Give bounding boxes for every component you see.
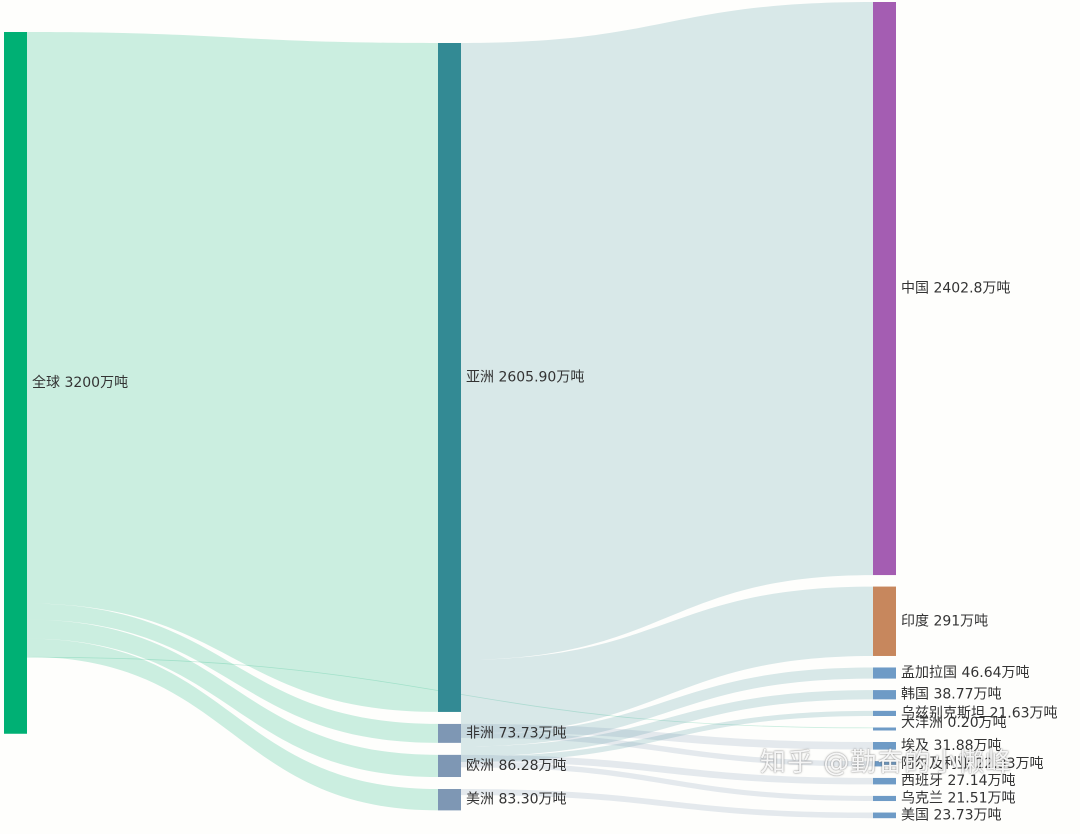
- node-label-global: 全球 3200万吨: [32, 374, 128, 391]
- node-china[interactable]: [873, 2, 896, 576]
- node-label-america: 美洲 83.30万吨: [466, 792, 567, 808]
- node-label-bangladesh: 孟加拉国 46.64万吨: [901, 665, 1030, 681]
- link-asia-uzbekistan: [461, 710, 873, 762]
- link-global-america: [27, 638, 438, 811]
- link-global-africa: [27, 603, 438, 743]
- node-egypt[interactable]: [873, 742, 896, 750]
- node-bangladesh[interactable]: [873, 667, 896, 679]
- node-label-africa: 非洲 73.73万吨: [466, 725, 567, 741]
- node-asia[interactable]: [438, 43, 461, 712]
- node-america[interactable]: [438, 789, 461, 811]
- node-india[interactable]: [873, 586, 896, 656]
- links-layer: [27, 2, 873, 819]
- node-usa[interactable]: [873, 812, 896, 819]
- link-asia-korea: [461, 690, 873, 757]
- node-label-china: 中国 2402.8万吨: [901, 281, 1010, 297]
- node-label-india: 印度 291万吨: [901, 613, 988, 629]
- node-label-oceania: 大洋洲 0.20万吨: [901, 715, 1007, 731]
- link-africa-egypt: [461, 723, 873, 750]
- node-label-uzbekistan: 乌兹别克斯坦 21.63万吨: [901, 705, 1058, 721]
- link-africa-algeria: [461, 732, 873, 767]
- link-asia-bangladesh: [461, 667, 873, 747]
- node-algeria[interactable]: [873, 761, 896, 767]
- link-europe-ukraine: [461, 761, 873, 802]
- link-america-usa: [461, 789, 873, 819]
- node-uzbekistan[interactable]: [873, 710, 896, 717]
- node-label-spain: 西班牙 27.14万吨: [901, 773, 1016, 789]
- node-global[interactable]: [4, 32, 27, 734]
- link-global-europe: [27, 619, 438, 778]
- node-africa[interactable]: [438, 723, 461, 743]
- node-label-ukraine: 乌克兰 21.51万吨: [901, 790, 1016, 806]
- node-label-algeria: 阿尔及利亚 22.33万吨: [901, 756, 1044, 772]
- link-global-asia: [27, 32, 438, 712]
- node-label-korea: 韩国 38.77万吨: [901, 687, 1002, 703]
- node-label-usa: 美国 23.73万吨: [901, 807, 1002, 823]
- nodes-layer: [4, 2, 896, 819]
- watermark: 知乎 @勤奋的小懒峰: [760, 748, 1013, 778]
- link-asia-china: [461, 2, 873, 660]
- node-label-egypt: 埃及 31.88万吨: [901, 738, 1002, 754]
- link-asia-india: [461, 586, 873, 735]
- link-europe-spain: [461, 754, 873, 785]
- node-spain[interactable]: [873, 777, 896, 785]
- node-label-europe: 欧洲 86.28万吨: [466, 758, 567, 774]
- node-label-asia: 亚洲 2605.90万吨: [466, 369, 584, 385]
- node-oceania[interactable]: [873, 727, 896, 731]
- node-ukraine[interactable]: [873, 795, 896, 802]
- node-europe[interactable]: [438, 754, 461, 778]
- node-korea[interactable]: [873, 690, 896, 700]
